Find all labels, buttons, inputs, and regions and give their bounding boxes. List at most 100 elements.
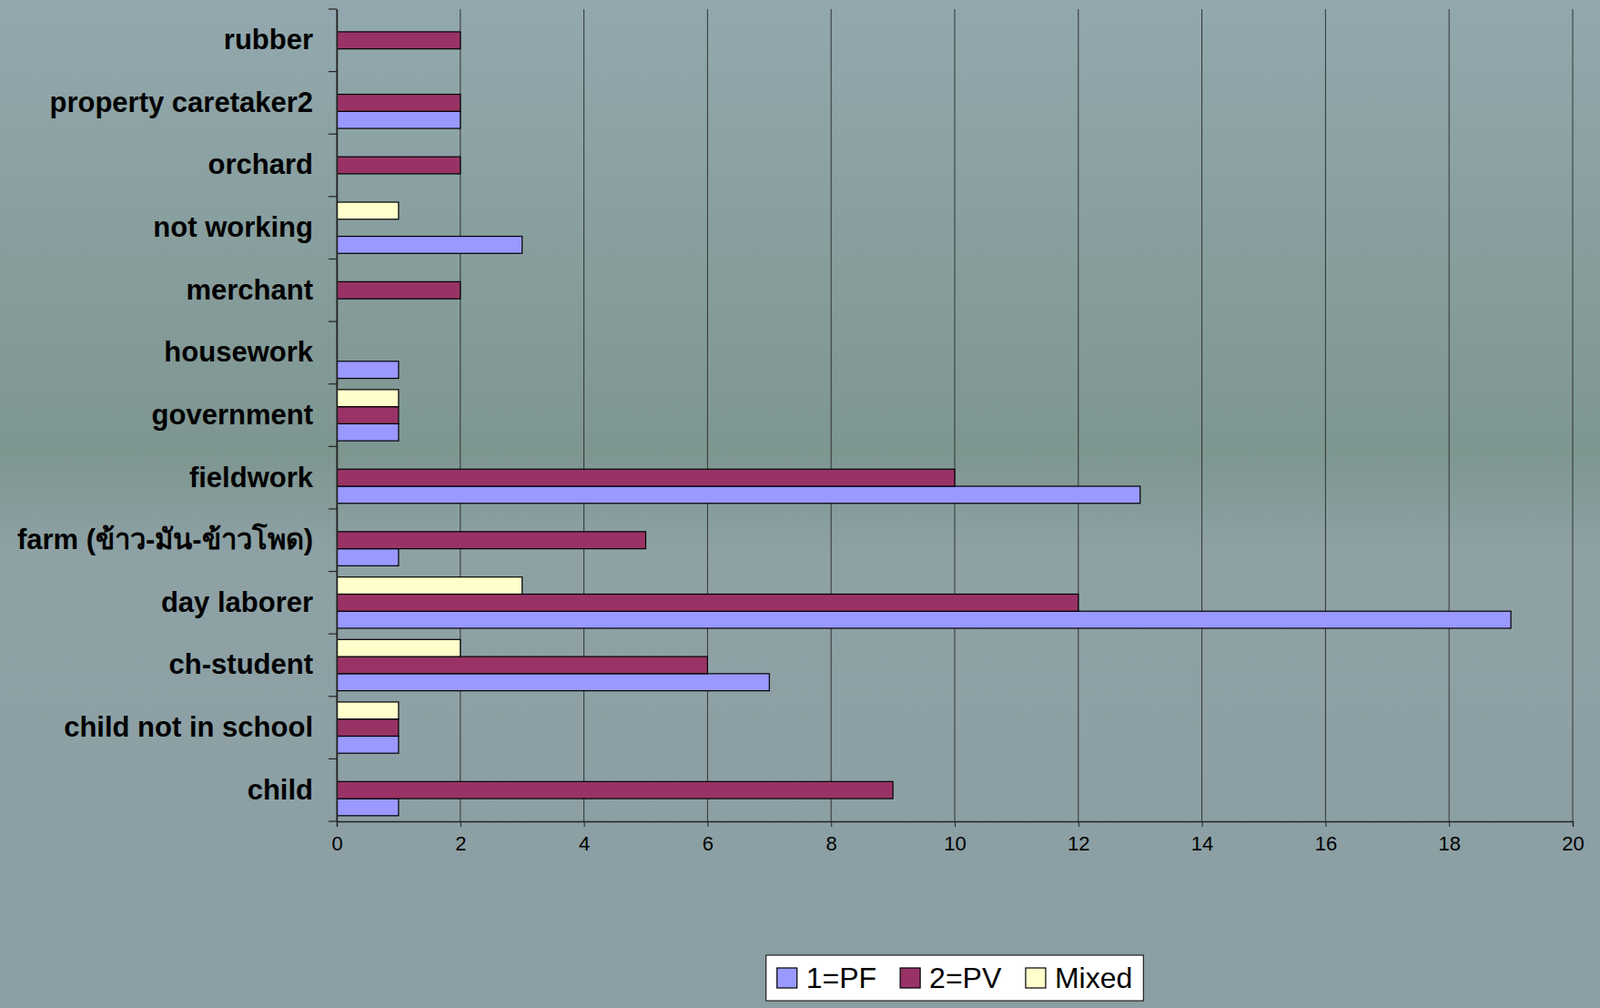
bar [336,548,399,567]
bar [336,593,1079,611]
bar [336,673,770,691]
x-tick-label: 4 [578,831,590,855]
category-separator [328,633,337,635]
bar [336,638,461,657]
category-separator [328,570,337,572]
x-tick-label: 6 [702,831,714,855]
category-separator [328,445,337,447]
y-tick: housework [163,335,337,368]
category-label: child [247,773,314,806]
x-tick-mark [830,820,832,827]
category-label: farm (ข้าว-มัน-ข้าวโพด) [17,522,314,556]
y-tick: ch-student [169,648,337,680]
category-label: ch-student [169,648,314,680]
grid-line [1325,9,1327,821]
y-tick: fieldwork [189,461,337,494]
bar [336,281,461,299]
legend-swatch [777,967,798,988]
legend-item: 2=PV [900,961,1003,994]
y-tick: property caretaker2 [50,86,338,119]
y-tick: not working [152,211,337,244]
x-tick: 16 [1315,820,1337,855]
grid-line [707,9,709,821]
bar [336,701,399,719]
bar [336,202,399,220]
bar [336,610,1511,628]
bar [336,111,461,129]
y-tick: child not in school [63,710,337,743]
category-label: rubber [223,23,314,56]
grid-line [336,9,338,821]
bar [336,531,647,549]
bar [336,361,399,379]
category-label: day laborer [161,586,314,618]
bar [336,577,523,595]
category-label: fieldwork [189,461,314,494]
bar [336,486,1141,504]
y-tick: day laborer [161,586,337,618]
category-separator [328,820,337,821]
grid-line [1201,9,1203,821]
chart: 02468101214161820rubberproperty caretake… [0,0,1600,1008]
x-axis: 02468101214161820 [331,820,1584,855]
y-tick: rubber [223,23,337,56]
category-separator [328,507,337,509]
category-separator [328,70,337,72]
category-label: not working [152,211,314,244]
legend-swatch [1025,967,1046,988]
y-axis: rubber property caretaker2 orchard not work… [17,9,338,822]
x-tick-label: 20 [1561,831,1584,855]
category-label: merchant [185,273,314,306]
x-tick-label: 8 [826,831,838,855]
legend-box [766,954,1145,1001]
x-tick: 4 [578,820,590,855]
x-tick-mark [336,820,338,827]
x-tick-mark [707,820,709,827]
x-tick-mark [1448,820,1450,827]
y-tick: farm (ข้าว-มัน-ข้าวโพด) [17,522,337,556]
y-tick: child [247,773,337,806]
grid [336,9,1573,821]
x-tick-label: 14 [1191,831,1214,855]
bar [336,406,399,425]
legend-swatch [900,967,921,988]
legend-label: 1=PF [806,961,877,994]
x-tick-label: 2 [455,831,466,855]
category-separator [328,8,337,10]
bar [336,780,893,799]
bar [336,31,461,50]
y-axis-line [336,10,339,822]
bar [336,236,523,254]
x-tick-label: 12 [1067,831,1090,855]
grid-line [1572,9,1574,821]
x-tick-mark [1572,820,1574,827]
category-separator [328,258,337,260]
bar [336,423,399,441]
grid-line [583,9,585,821]
x-tick: 18 [1437,820,1460,855]
grid-line [954,9,956,821]
category-label: housework [163,335,314,368]
x-tick-mark [584,820,586,827]
category-label: property caretaker2 [50,86,314,119]
grid-line [1448,9,1450,821]
background [0,0,1600,1008]
x-tick: 6 [702,820,714,855]
legend: 1=PF 2=PV Mixed [766,954,1145,1001]
x-tick: 8 [826,820,838,855]
bar [336,735,399,753]
x-tick-mark [1325,820,1327,827]
x-tick-label: 18 [1437,831,1460,855]
category-label: child not in school [63,710,314,743]
x-tick: 14 [1191,820,1214,855]
bar [336,94,461,112]
legend-label: Mixed [1054,961,1133,994]
category-separator [328,383,337,385]
grid-line [1077,9,1079,821]
bar [336,718,399,737]
category-separator [328,133,337,135]
y-tick: merchant [185,273,337,306]
category-label: orchard [208,148,314,181]
bar [336,798,399,816]
x-tick-mark [1202,820,1204,827]
